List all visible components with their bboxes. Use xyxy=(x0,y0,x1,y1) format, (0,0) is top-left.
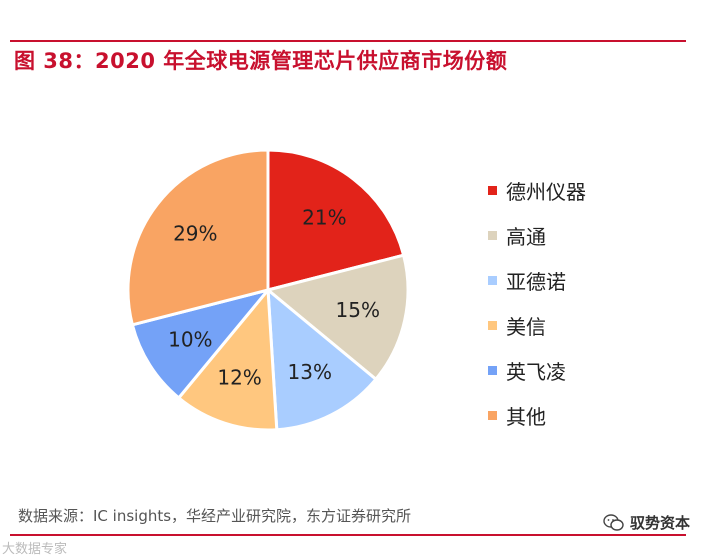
slice-data-label: 10% xyxy=(168,327,212,351)
legend-item: 美信 xyxy=(488,303,586,348)
legend-swatch xyxy=(488,276,497,285)
legend-swatch xyxy=(488,366,497,375)
legend-label: 德州仪器 xyxy=(506,180,586,204)
slice-data-label: 29% xyxy=(173,222,217,246)
legend-item: 亚德诺 xyxy=(488,258,586,303)
legend-label: 亚德诺 xyxy=(506,270,566,294)
legend-swatch xyxy=(488,186,497,195)
slice-data-label: 15% xyxy=(336,298,380,322)
watermark: 驭势资本 xyxy=(603,512,690,533)
legend-label: 高通 xyxy=(506,225,546,249)
legend-item: 英飞凌 xyxy=(488,348,586,393)
bottom-rule xyxy=(10,534,686,536)
watermark-label: 驭势资本 xyxy=(629,514,690,532)
legend-swatch xyxy=(488,321,497,330)
slice-data-label: 13% xyxy=(288,360,332,384)
source-note: 数据来源：IC insights，华经产业研究院，东方证券研究所 xyxy=(18,507,412,525)
top-rule xyxy=(10,40,686,42)
pie-slice-2 xyxy=(266,286,378,432)
legend-item: 高通 xyxy=(488,213,586,258)
pie-slice-5 xyxy=(126,148,270,327)
pie-slice-1 xyxy=(264,253,410,382)
slice-data-label: 12% xyxy=(217,365,261,389)
legend-label: 美信 xyxy=(506,315,546,339)
legend-label: 英飞凌 xyxy=(506,360,566,384)
corner-watermark: 大数据专家 xyxy=(2,542,68,557)
legend-item: 德州仪器 xyxy=(488,168,586,213)
slice-data-label: 21% xyxy=(302,205,346,229)
wechat-icon xyxy=(603,513,624,531)
legend-item: 其他 xyxy=(488,393,586,438)
legend-swatch xyxy=(488,231,497,240)
chart-title: 图 38：2020 年全球电源管理芯片供应商市场份额 xyxy=(14,49,508,73)
pie-slice-3 xyxy=(176,286,279,432)
legend-label: 其他 xyxy=(506,405,546,429)
chart-legend: 德州仪器高通亚德诺美信英飞凌其他 xyxy=(488,168,586,438)
pie-slice-0 xyxy=(266,148,406,292)
legend-swatch xyxy=(488,411,497,420)
